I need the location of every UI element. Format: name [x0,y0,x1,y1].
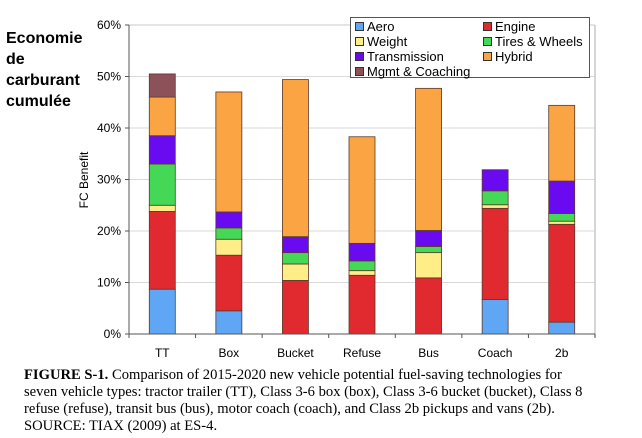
legend-label: Aero [367,19,395,34]
bar-segment [481,207,509,300]
bar-segment [148,211,176,290]
side-title-line: Economie [6,30,83,47]
legend-item: Weight [355,34,407,49]
bar-segment [548,213,576,222]
x-tick-label: Coach [478,346,513,360]
x-tick-labels: TT Box Bucket Refuse Bus Coach 2b [155,346,569,360]
bar-segment [148,96,176,137]
axes [125,24,596,338]
bar-segment [282,236,309,254]
x-tick-label: TT [155,346,170,360]
x-tick-label: Bus [418,346,439,360]
y-tick-label: 50% [97,70,121,84]
bar-segment [548,180,576,214]
legend-item: Transmission [355,49,444,64]
bar-segment [348,274,376,335]
legend-label: Mgmt & Coaching [367,64,471,79]
bar-segment [215,211,243,229]
y-tick-labels: 0% 10% 20% 30% 40% 50% 60% [97,18,121,341]
bar-segment [415,230,442,247]
bar-segment [282,79,309,238]
legend-item: Engine [483,19,535,34]
caption-line: refuse (refuse), transit bus (bus), moto… [24,401,555,417]
bar-segment [415,246,442,254]
bar-segment [348,242,376,262]
legend-swatch [483,52,492,61]
figure-caption: FIGURE S-1. Comparison of 2015-2020 new … [24,367,634,435]
legend-label: Engine [495,19,536,34]
bar-segment [481,299,509,335]
y-tick-label: 20% [97,224,121,238]
legend-item: Hybrid [483,49,533,64]
bar-segment [148,163,176,206]
caption-line: Comparison of 2015-2020 new vehicle pote… [108,367,562,383]
bar-segment [282,263,309,281]
x-tick-label: Refuse [343,346,381,360]
legend-swatch [355,22,364,31]
legend-swatch [355,37,364,46]
bar-segment [215,238,243,256]
legend-swatch [355,67,364,76]
caption-line: seven vehicle types: tractor trailer (TT… [24,384,583,400]
legend-item: Tires & Wheels [483,34,583,49]
caption-label: FIGURE S-1. [24,367,109,383]
bar-segment [148,288,176,335]
bar-segment [148,204,176,212]
bar-segment [215,91,243,213]
x-tick-label: Bucket [277,346,314,360]
bar-segment [148,135,176,165]
legend-swatch [355,52,364,61]
caption-line: SOURCE: TIAX (2009) at ES-4. [24,418,218,434]
bar-segment [348,136,376,244]
side-title-line: de [6,51,25,68]
bar-segment [348,260,376,272]
side-title: Economie de carburant cumulée [6,28,82,112]
y-tick-label: 60% [97,18,121,32]
bar-segment [548,104,576,182]
bar-segment [548,321,576,335]
x-tick-label: Box [219,346,240,360]
y-tick-label: 10% [97,276,121,290]
y-axis-label: FC Benefit [77,151,91,208]
side-title-line: carburant [6,72,80,89]
legend-label: Weight [367,34,408,49]
legend-swatch [483,37,492,46]
legend-label: Transmission [367,49,444,64]
legend-item: Mgmt & Coaching [355,64,470,79]
bar-segment [415,87,442,231]
bar-segment [415,252,442,279]
bar-segment [481,169,509,192]
legend: Aero Engine Weight Tires & Wheels Transmissi… [350,17,590,79]
bar-segment [415,277,442,335]
bar-segment [548,220,576,225]
legend-swatch [483,22,492,31]
x-tick-label: 2b [555,346,569,360]
bar-segment [282,280,309,335]
bar-segment [215,227,243,240]
side-title-line: cumulée [6,93,71,110]
bar-segment [215,310,243,335]
legend-label: Hybrid [495,49,533,64]
bar-segment [481,204,509,209]
bar-segment [282,252,309,265]
bar-segment [481,190,509,206]
bar-segment [215,254,243,312]
y-tick-label: 40% [97,121,121,135]
legend-item: Aero [355,19,394,34]
bar-segment [348,270,376,276]
y-tick-label: 30% [97,173,121,187]
bars [148,73,576,335]
y-tick-label: 0% [104,327,122,341]
bar-segment [148,73,176,98]
bar-segment [548,223,576,323]
legend-label: Tires & Wheels [495,34,583,49]
